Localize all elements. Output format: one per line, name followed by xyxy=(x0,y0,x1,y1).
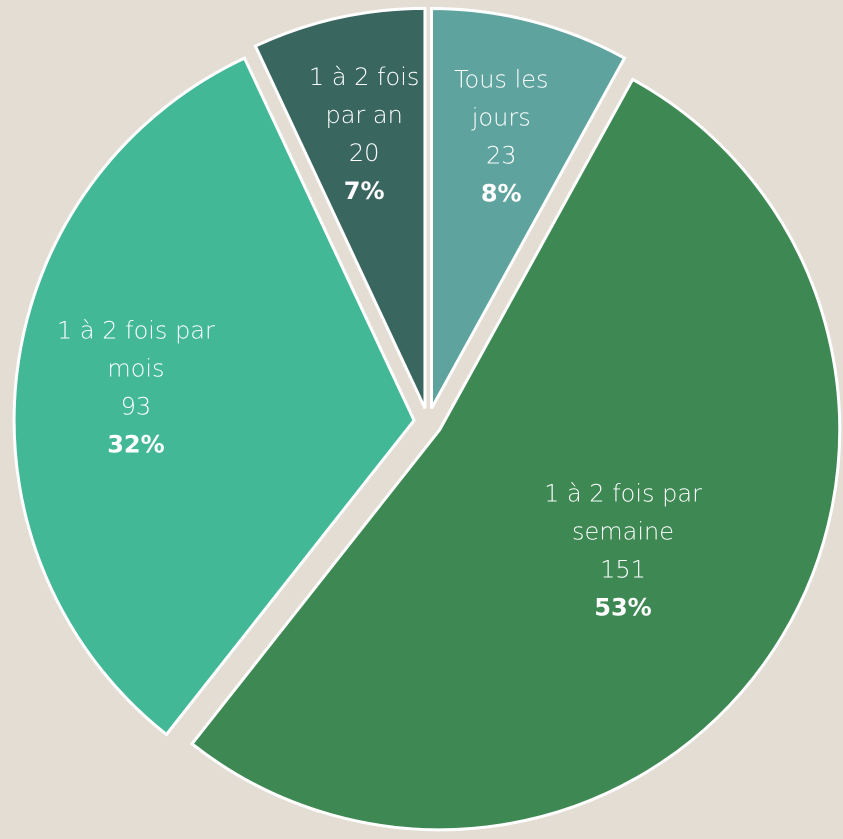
slice-percent: 32% xyxy=(107,430,164,458)
slice-name: 1 à 2 fois par mois xyxy=(57,316,215,382)
slice-value: 23 xyxy=(486,141,517,169)
slice-value: 93 xyxy=(121,392,152,420)
slice-name-line: 1 à 2 fois par xyxy=(544,479,702,507)
slice-name-line: 1 à 2 fois par xyxy=(57,316,215,344)
pie-slice xyxy=(12,56,416,737)
slice-name-line: par an xyxy=(325,101,402,129)
slice-name-line: jours xyxy=(471,103,531,131)
pie-slice xyxy=(189,77,842,832)
slice-value: 151 xyxy=(600,555,646,583)
slice-label: 1 à 2 fois par mois 93 32% xyxy=(57,316,215,458)
slice-label: Tous les jours 23 8% xyxy=(454,65,549,207)
slice-name-line: 1 à 2 fois xyxy=(309,63,419,91)
slice-value: 20 xyxy=(349,139,380,167)
slice-name-line: Tous les xyxy=(454,65,549,93)
slice-name-line: mois xyxy=(107,354,164,382)
pie-slice xyxy=(253,6,427,409)
slice-label: 1 à 2 fois par semaine 151 53% xyxy=(544,479,702,621)
slice-percent: 8% xyxy=(481,179,522,207)
slice-name-line: semaine xyxy=(572,517,674,545)
slice-percent: 7% xyxy=(344,177,385,205)
slice-label: 1 à 2 fois par an 20 7% xyxy=(309,63,419,205)
slice-name: Tous les jours xyxy=(454,65,549,131)
slice-percent: 53% xyxy=(594,593,651,621)
slice-name: 1 à 2 fois par semaine xyxy=(544,479,702,545)
slice-name: 1 à 2 fois par an xyxy=(309,63,419,129)
pie-slice xyxy=(429,6,627,410)
